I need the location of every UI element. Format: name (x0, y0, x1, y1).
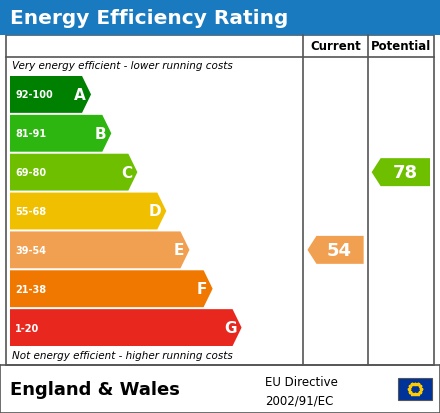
Text: 2002/91/EC: 2002/91/EC (265, 393, 334, 406)
Text: C: C (121, 165, 132, 180)
Bar (0, 0, 440, 36)
Text: 81-91: 81-91 (15, 129, 46, 139)
Polygon shape (10, 309, 242, 346)
Text: Not energy efficient - higher running costs: Not energy efficient - higher running co… (12, 350, 233, 360)
Polygon shape (10, 116, 111, 152)
Text: G: G (224, 320, 237, 335)
Text: 55-68: 55-68 (15, 206, 46, 216)
Text: 54: 54 (327, 241, 352, 259)
Text: 69-80: 69-80 (15, 168, 46, 178)
Text: 78: 78 (392, 164, 418, 182)
Bar (398, 378, 432, 400)
Text: EU Directive: EU Directive (265, 375, 338, 388)
Text: Very energy efficient - lower running costs: Very energy efficient - lower running co… (12, 61, 233, 71)
Text: Energy Efficiency Rating: Energy Efficiency Rating (10, 9, 288, 27)
Text: Current: Current (310, 40, 361, 53)
Text: 92-100: 92-100 (15, 90, 53, 100)
Bar (0, 365, 440, 413)
Polygon shape (10, 232, 190, 268)
Text: E: E (173, 243, 183, 258)
Text: 1-20: 1-20 (15, 323, 39, 333)
Text: D: D (149, 204, 161, 219)
Text: 21-38: 21-38 (15, 284, 46, 294)
Text: England & Wales: England & Wales (10, 380, 180, 398)
Polygon shape (10, 193, 166, 230)
Text: Potential: Potential (371, 40, 431, 53)
Text: B: B (95, 126, 106, 141)
Polygon shape (10, 154, 137, 191)
Polygon shape (10, 77, 91, 114)
Polygon shape (308, 236, 363, 264)
Text: F: F (196, 282, 207, 297)
Text: 39-54: 39-54 (15, 245, 46, 255)
Polygon shape (10, 271, 213, 307)
Polygon shape (372, 159, 430, 187)
Bar (6, 36, 434, 365)
Text: A: A (74, 88, 86, 103)
